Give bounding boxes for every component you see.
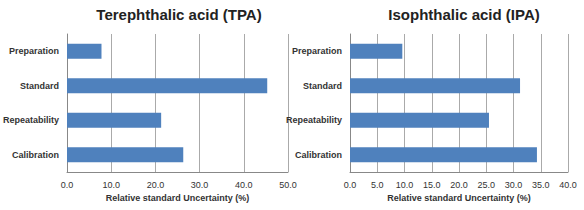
svg-text:Repeatability: Repeatability xyxy=(286,115,342,125)
svg-text:Calibration: Calibration xyxy=(295,150,342,160)
svg-text:40.0: 40.0 xyxy=(235,180,253,190)
svg-text:35.0: 35.0 xyxy=(532,180,550,190)
svg-text:30.0: 30.0 xyxy=(505,180,523,190)
svg-text:Terephthalic acid (TPA): Terephthalic acid (TPA) xyxy=(96,6,261,23)
svg-text:Preparation: Preparation xyxy=(9,46,59,56)
svg-text:10.0: 10.0 xyxy=(396,180,414,190)
svg-text:Standard: Standard xyxy=(303,81,342,91)
svg-text:Preparation: Preparation xyxy=(292,46,342,56)
svg-text:Calibration: Calibration xyxy=(12,150,59,160)
svg-text:20.0: 20.0 xyxy=(147,180,165,190)
svg-text:5.0: 5.0 xyxy=(371,180,384,190)
svg-text:Repeatability: Repeatability xyxy=(3,115,59,125)
svg-text:0.0: 0.0 xyxy=(61,180,74,190)
svg-text:Relative standard Uncertainty: Relative standard Uncertainty (%) xyxy=(387,193,531,203)
svg-text:10.0: 10.0 xyxy=(102,180,120,190)
svg-text:40.0: 40.0 xyxy=(559,180,577,190)
svg-text:15.0: 15.0 xyxy=(423,180,441,190)
svg-text:25.0: 25.0 xyxy=(477,180,495,190)
svg-text:Relative standard Uncertainty: Relative standard Uncertainty (%) xyxy=(106,193,250,203)
svg-text:Standard: Standard xyxy=(20,81,59,91)
svg-text:20.0: 20.0 xyxy=(450,180,468,190)
svg-text:Isophthalic acid (IPA): Isophthalic acid (IPA) xyxy=(388,6,539,23)
svg-text:30.0: 30.0 xyxy=(191,180,209,190)
svg-text:0.0: 0.0 xyxy=(344,180,357,190)
svg-text:50.0: 50.0 xyxy=(279,180,297,190)
